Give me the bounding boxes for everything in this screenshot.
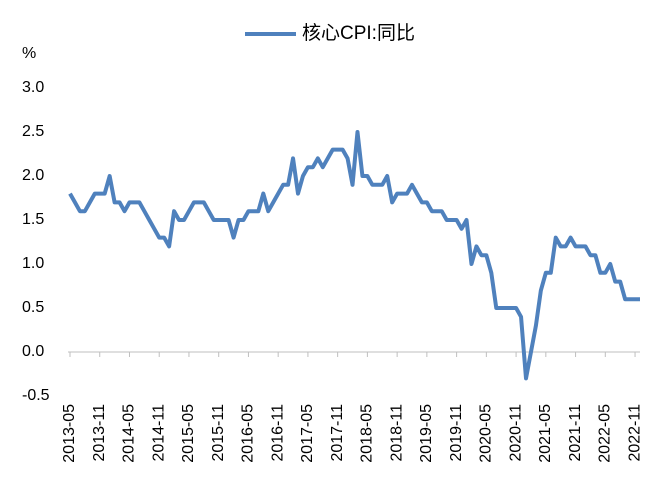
y-tick-label: 2.5 xyxy=(22,123,44,140)
y-tick-label: 1.0 xyxy=(22,255,44,272)
x-tick-label: 2013-05 xyxy=(61,404,78,463)
x-tick-label: 2017-05 xyxy=(299,404,316,463)
x-tick-label: 2019-05 xyxy=(418,404,435,463)
x-tick-label: 2015-05 xyxy=(180,404,197,463)
y-axis-unit: % xyxy=(22,45,36,62)
x-tick-label: 2019-11 xyxy=(448,404,465,462)
x-tick-label: 2016-05 xyxy=(240,404,257,463)
y-tick-label: 1.5 xyxy=(22,211,44,228)
y-tick-label: 3.0 xyxy=(22,79,44,96)
y-tick-label: 2.0 xyxy=(22,167,44,184)
y-tick-label: 0.0 xyxy=(22,343,44,360)
x-tick-label: 2020-05 xyxy=(478,404,495,463)
x-tick-label: 2021-05 xyxy=(537,404,554,463)
x-tick-label: 2017-11 xyxy=(329,404,346,462)
x-tick-label: 2022-05 xyxy=(597,404,614,463)
x-tick-label: 2018-05 xyxy=(359,404,376,463)
x-tick-label: 2014-05 xyxy=(121,404,138,463)
y-tick-label: 0.5 xyxy=(22,299,44,316)
legend-label: 核心CPI:同比 xyxy=(302,22,415,44)
x-tick-label: 2014-11 xyxy=(150,404,167,462)
x-tick-label: 2016-11 xyxy=(269,404,286,462)
data-line xyxy=(68,130,640,381)
x-tick-label: 2018-11 xyxy=(388,404,405,462)
x-tick-label: 2022-11 xyxy=(626,404,643,462)
x-tick-label: 2021-11 xyxy=(567,404,584,462)
x-tick-label: 2013-11 xyxy=(91,404,108,462)
y-tick-label: -0.5 xyxy=(22,387,50,404)
x-tick-label: 2020-11 xyxy=(507,404,524,462)
x-tick-label: 2015-11 xyxy=(210,404,227,462)
